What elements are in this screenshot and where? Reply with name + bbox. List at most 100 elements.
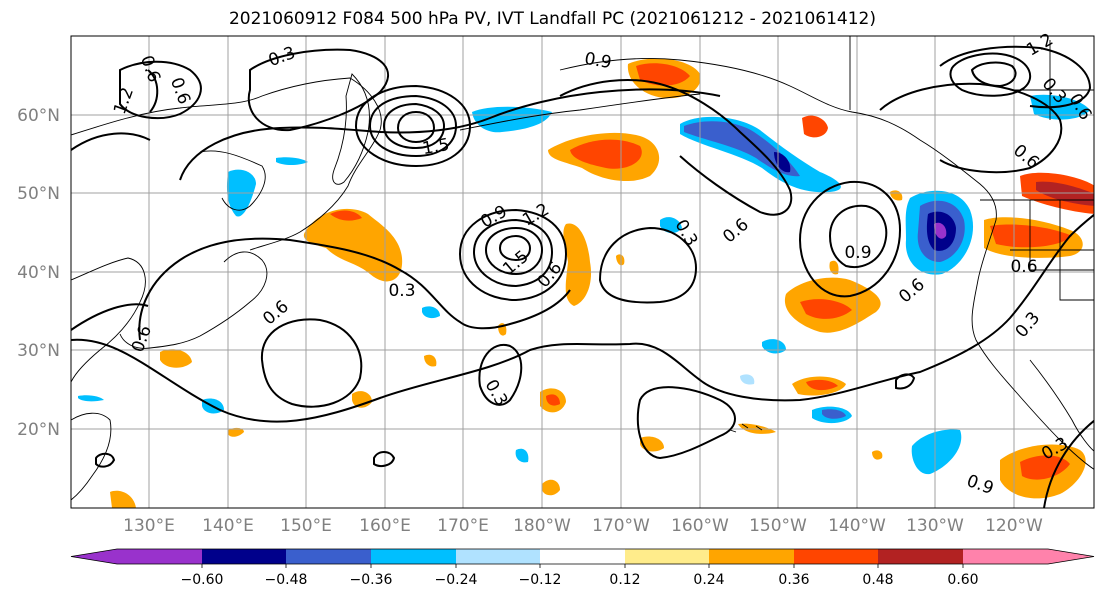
neg-patch-sub-8 — [78, 395, 104, 402]
lat-label: 40°N — [17, 263, 60, 283]
contour-label: 1.2 — [1023, 30, 1056, 61]
contour-0.3-main — [71, 213, 1094, 423]
contour-label: 0.3 — [481, 376, 512, 409]
lon-label: 130°W — [906, 516, 964, 536]
lon-label: 150°W — [749, 516, 807, 536]
contour-0.3-small-3 — [95, 452, 116, 468]
contour-0.6-mid — [478, 343, 523, 406]
colorbar-segment — [286, 549, 371, 564]
colorbar-segment — [456, 549, 540, 564]
pc-shading — [78, 58, 1094, 508]
coastlines — [71, 36, 1094, 501]
pos-patch-subtrop-5 — [640, 436, 664, 452]
pos-patch-japan-east-core — [330, 210, 362, 221]
longitude-axis: 130°E 140°E 150°E 160°E 170°E 180°W 170°W 160°W… — [123, 516, 1043, 536]
colorbar-segment — [540, 549, 625, 564]
contour-label: 0.3 — [1012, 308, 1045, 342]
contour-0.9-north — [559, 79, 793, 216]
pos-patch-sw-california-core — [800, 299, 852, 319]
contour-1.2-nw — [71, 132, 151, 151]
contour-label: 1.5 — [421, 135, 451, 159]
map-title: 2021060912 F084 500 hPa PV, IVT Landfall… — [228, 9, 876, 29]
coast-aleutians — [459, 93, 701, 131]
coast-se-asia — [71, 412, 112, 501]
colorbar-tick-label: 0.24 — [693, 572, 724, 588]
contour-1.8-kamchatka — [396, 110, 436, 144]
lat-label: 20°N — [17, 420, 60, 440]
contour-label: 0.6 — [166, 75, 194, 107]
contour-label: 0.9 — [583, 49, 613, 73]
colorbar-tick-label: −0.12 — [519, 572, 562, 588]
colorbar-segment — [709, 549, 794, 564]
pos-patch-subtrop-8 — [110, 490, 136, 508]
colorbar-tick-label: 0.48 — [862, 572, 893, 588]
colorbar-extend-max — [1048, 549, 1094, 564]
colorbar-segment — [625, 549, 709, 564]
contour-label: 0.3 — [388, 281, 415, 301]
colorbar-tick-label: 0.36 — [778, 572, 809, 588]
pos-patch-southeast-core — [1020, 455, 1070, 480]
coast-baja — [1029, 359, 1094, 452]
pos-patch-small-6 — [872, 450, 883, 460]
pos-patch-small-5 — [829, 260, 839, 275]
lat-label: 60°N — [17, 106, 60, 126]
pos-patch-subtrop-7 — [542, 479, 560, 496]
contour-0.6-center — [598, 226, 698, 304]
lon-label: 160°W — [671, 516, 729, 536]
coast-kamchatka — [332, 73, 370, 185]
lon-label: 140°E — [202, 516, 254, 536]
lon-label: 180°W — [513, 516, 571, 536]
neg-patch-sub-7 — [515, 448, 529, 463]
contour-label: 0.9 — [964, 471, 996, 499]
contour-1.5-low — [484, 226, 544, 276]
neg-patch-sub-2-core — [822, 409, 846, 419]
coast-okhotsk — [199, 150, 266, 211]
contour-0.9-low — [458, 208, 568, 302]
pos-patch-mid-strip — [563, 223, 592, 306]
lon-label: 130°E — [123, 516, 175, 536]
contour-1.8-low — [498, 234, 532, 262]
plot-frame — [70, 35, 1095, 509]
colorbar-tick-label: −0.60 — [181, 572, 224, 588]
contour-label: 0.6 — [136, 53, 164, 85]
contour-label: 0.6 — [895, 275, 929, 308]
colorbar-tick-label: −0.24 — [435, 572, 478, 588]
colorbar-segment — [878, 549, 963, 564]
colorbar-tick-label: −0.48 — [265, 572, 308, 588]
contour-label: 0.3 — [266, 43, 298, 71]
pos-patch-subtrop-1-core — [806, 379, 838, 391]
contour-0.6-loop-west — [260, 318, 363, 408]
contour-label: 1.5 — [499, 247, 533, 280]
contour-0.9-east — [828, 204, 888, 268]
colorbar-segment — [202, 549, 286, 564]
pos-patch-dateline-west-core — [570, 139, 642, 169]
contour-0.6-east — [798, 180, 902, 298]
lon-label: 170°W — [592, 516, 650, 536]
contour-label: 0.6 — [1010, 257, 1037, 277]
neg-patch-sub-3 — [762, 339, 786, 354]
latitude-axis: 60°N 50°N 40°N 30°N 20°N — [17, 106, 60, 440]
contour-label: 1.2 — [519, 200, 552, 231]
neg-patch-northwest — [472, 106, 552, 133]
colorbar-segment — [963, 549, 1048, 564]
pos-patch-subtrop-2-core — [546, 394, 560, 406]
contour-1.2-low — [472, 218, 554, 288]
lat-label: 50°N — [17, 184, 60, 204]
colorbar-segment — [371, 549, 456, 564]
pv-contours — [71, 45, 1094, 508]
contour-0.9-kamchatka — [354, 84, 472, 168]
neg-patch-kamchatka-west-2 — [276, 157, 308, 165]
contour-label: 0.9 — [477, 202, 510, 233]
border-states-1 — [1029, 200, 1094, 271]
lon-label: 150°E — [280, 516, 332, 536]
lon-label: 120°W — [985, 516, 1043, 536]
pos-patch-pnw-core — [990, 224, 1072, 248]
contour-label: 1.2 — [110, 85, 138, 117]
pos-patch-subtrop-3 — [160, 349, 192, 368]
lon-label: 160°E — [359, 516, 411, 536]
contour-0.9-nw — [119, 60, 202, 120]
coast-japan — [119, 251, 268, 349]
colorbar-extend-min — [71, 549, 117, 564]
neg-patch-sub-9 — [740, 374, 755, 385]
neg-patch-ar-offshore-core — [934, 222, 947, 239]
